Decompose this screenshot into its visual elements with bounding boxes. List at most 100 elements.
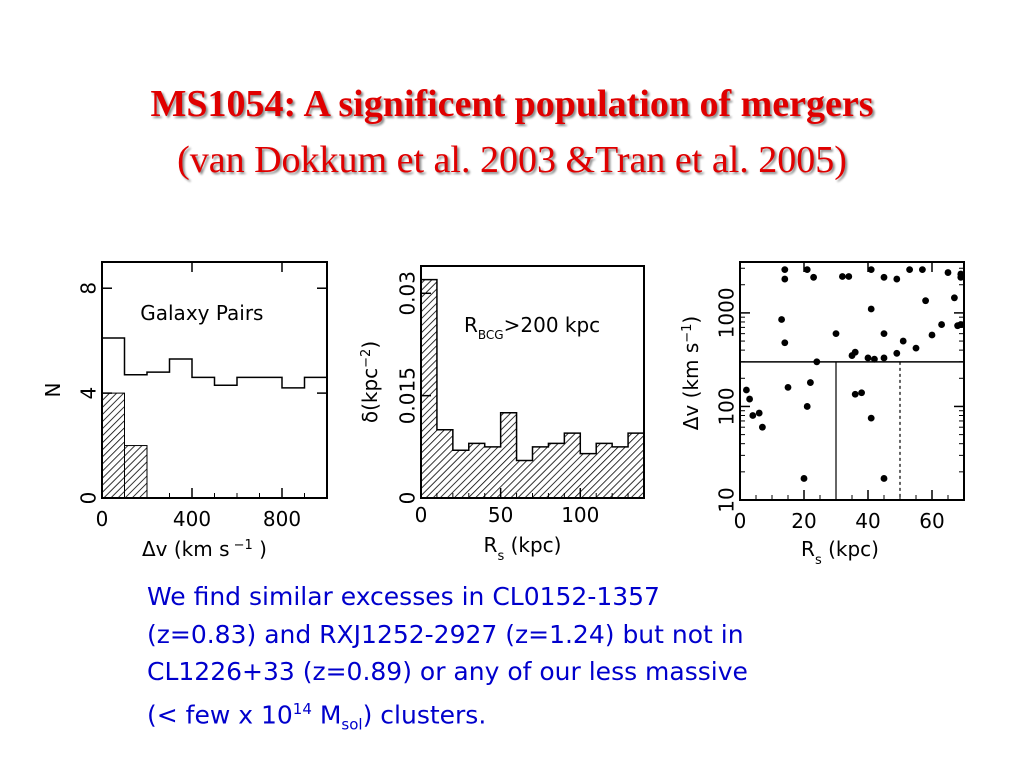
x-axis-label-main: Δv (km s <box>142 537 230 561</box>
scatter-point <box>893 275 901 283</box>
x-axis-label: Δv (km s −1 ) <box>142 537 267 561</box>
caption-line-4-pre: (< few x 10 <box>147 699 293 729</box>
y-axis-label-main: Δv (km s <box>679 343 703 431</box>
step-histogram-line <box>102 337 327 389</box>
x-tick-label: 20 <box>791 509 816 533</box>
scatter-point <box>778 316 785 323</box>
scatter-point <box>781 339 789 347</box>
caption: We find similar excesses in CL0152-1357 … <box>147 578 947 743</box>
y-tick-label: 0.015 <box>396 367 420 424</box>
x-axis-label-main: R <box>801 537 815 561</box>
scatter-point <box>781 266 789 274</box>
y-axis-label-main: δ(kpc <box>358 368 382 423</box>
caption-exponent: 14 <box>292 699 312 718</box>
scatter-point <box>912 344 920 352</box>
scatter-point <box>851 390 859 398</box>
scatter-point <box>851 348 859 356</box>
scatter-point <box>906 266 913 274</box>
caption-line-3: CL1226+33 (z=0.89) or any of our less ma… <box>147 657 748 686</box>
scatter-point <box>807 379 814 386</box>
annotation-main: R <box>464 313 478 337</box>
scatter-point <box>803 403 811 410</box>
scatter-point <box>928 331 936 339</box>
scatter-point <box>813 358 821 366</box>
x-tick-label: 50 <box>488 503 513 527</box>
scatter-point <box>845 273 853 280</box>
scatter-point <box>832 330 840 338</box>
x-axis-label-post: (kpc) <box>822 537 879 561</box>
scatter-point <box>893 349 901 357</box>
galaxy-pairs-histogram: 0 400 800 0 4 8 Δv (km s −1 ) N Galaxy Pairs <box>41 261 328 561</box>
hatched-bar <box>101 392 125 499</box>
y-tick-label: 0 <box>396 492 420 505</box>
annotation-sub: BCG <box>478 328 504 342</box>
scatter-point <box>839 273 846 280</box>
scatter-point <box>800 475 808 482</box>
scatter-point <box>743 386 750 394</box>
scatter-point <box>781 275 789 283</box>
scatter-point <box>746 395 753 403</box>
x-tick-label: 100 <box>561 503 599 527</box>
y-axis-label-exp: −2 <box>359 349 374 368</box>
x-tick-label: 400 <box>173 507 211 531</box>
x-axis-label: Rs (kpc) <box>484 533 562 564</box>
scatter-point <box>919 266 926 274</box>
y-tick-label: 0.03 <box>396 271 420 316</box>
scatter-point <box>749 412 757 419</box>
scatter-point <box>858 389 865 397</box>
scatter-point <box>880 354 888 362</box>
scatter-point <box>755 409 763 417</box>
x-tick-label: 0 <box>734 509 747 533</box>
y-axis-label: δ(kpc−2) <box>358 341 382 423</box>
x-tick-label: 40 <box>855 509 880 533</box>
scatter-point <box>944 269 952 276</box>
scatter-point <box>759 423 766 431</box>
caption-line-1: We find similar excesses in CL0152-1357 <box>147 582 660 611</box>
y-axis-label-post: ) <box>679 316 703 324</box>
scatter-point <box>867 305 875 313</box>
y-tick-label: 8 <box>77 282 101 295</box>
slide-subtitle: (van Dokkum et al. 2003 &Tran et al. 200… <box>177 139 847 181</box>
scatter-point <box>867 266 875 274</box>
x-axis-label-main: R <box>484 533 498 557</box>
x-axis-label-post: (kpc) <box>504 533 561 557</box>
x-tick-label: 0 <box>96 507 109 531</box>
scatter-point <box>880 475 888 482</box>
y-axis-label: N <box>41 383 65 398</box>
scatter-point <box>938 321 945 328</box>
scatter-point <box>880 273 888 281</box>
scatter-point <box>922 297 929 305</box>
rs-dv-scatter: 0 20 40 60 10 100 1000 Rs (kpc) Δv (km s−1) <box>679 261 965 568</box>
scatter-point <box>784 383 792 391</box>
scatter-point <box>871 355 878 363</box>
x-axis-label-exp: −1 <box>230 538 253 553</box>
x-tick-label: 0 <box>415 503 428 527</box>
annotation-post: >200 kpc <box>504 313 601 337</box>
scatter-point <box>810 273 817 281</box>
y-axis-label: Δv (km s−1) <box>679 316 703 431</box>
y-tick-label: 0 <box>77 492 101 505</box>
scatter-point <box>899 337 907 345</box>
scatter-point <box>957 321 965 328</box>
scatter-point <box>957 273 965 281</box>
scatter-point <box>880 330 888 338</box>
hatched-histogram <box>420 278 645 499</box>
x-axis-label: Rs (kpc) <box>801 537 879 568</box>
x-axis-label-sub: s <box>815 553 822 568</box>
slide-title: MS1054: A significent population of merg… <box>150 83 874 125</box>
plot-frame <box>739 261 965 501</box>
x-tick-label: 60 <box>919 509 944 533</box>
x-tick-label: 800 <box>263 507 301 531</box>
y-tick-label: 100 <box>715 387 739 425</box>
chart-annotation: RBCG>200 kpc <box>464 313 600 342</box>
caption-mass-symbol: M <box>311 699 342 729</box>
x-axis-label-post: ) <box>253 537 267 561</box>
scatter-point <box>864 354 872 362</box>
scatter-point <box>867 414 875 422</box>
caption-line-2: (z=0.83) and RXJ1252-2927 (z=1.24) but n… <box>147 619 744 649</box>
x-axis-label-sub: s <box>497 549 504 564</box>
chart-annotation: Galaxy Pairs <box>140 301 263 325</box>
y-axis-label-post: ) <box>358 341 382 349</box>
y-tick-label: 10 <box>715 487 739 512</box>
